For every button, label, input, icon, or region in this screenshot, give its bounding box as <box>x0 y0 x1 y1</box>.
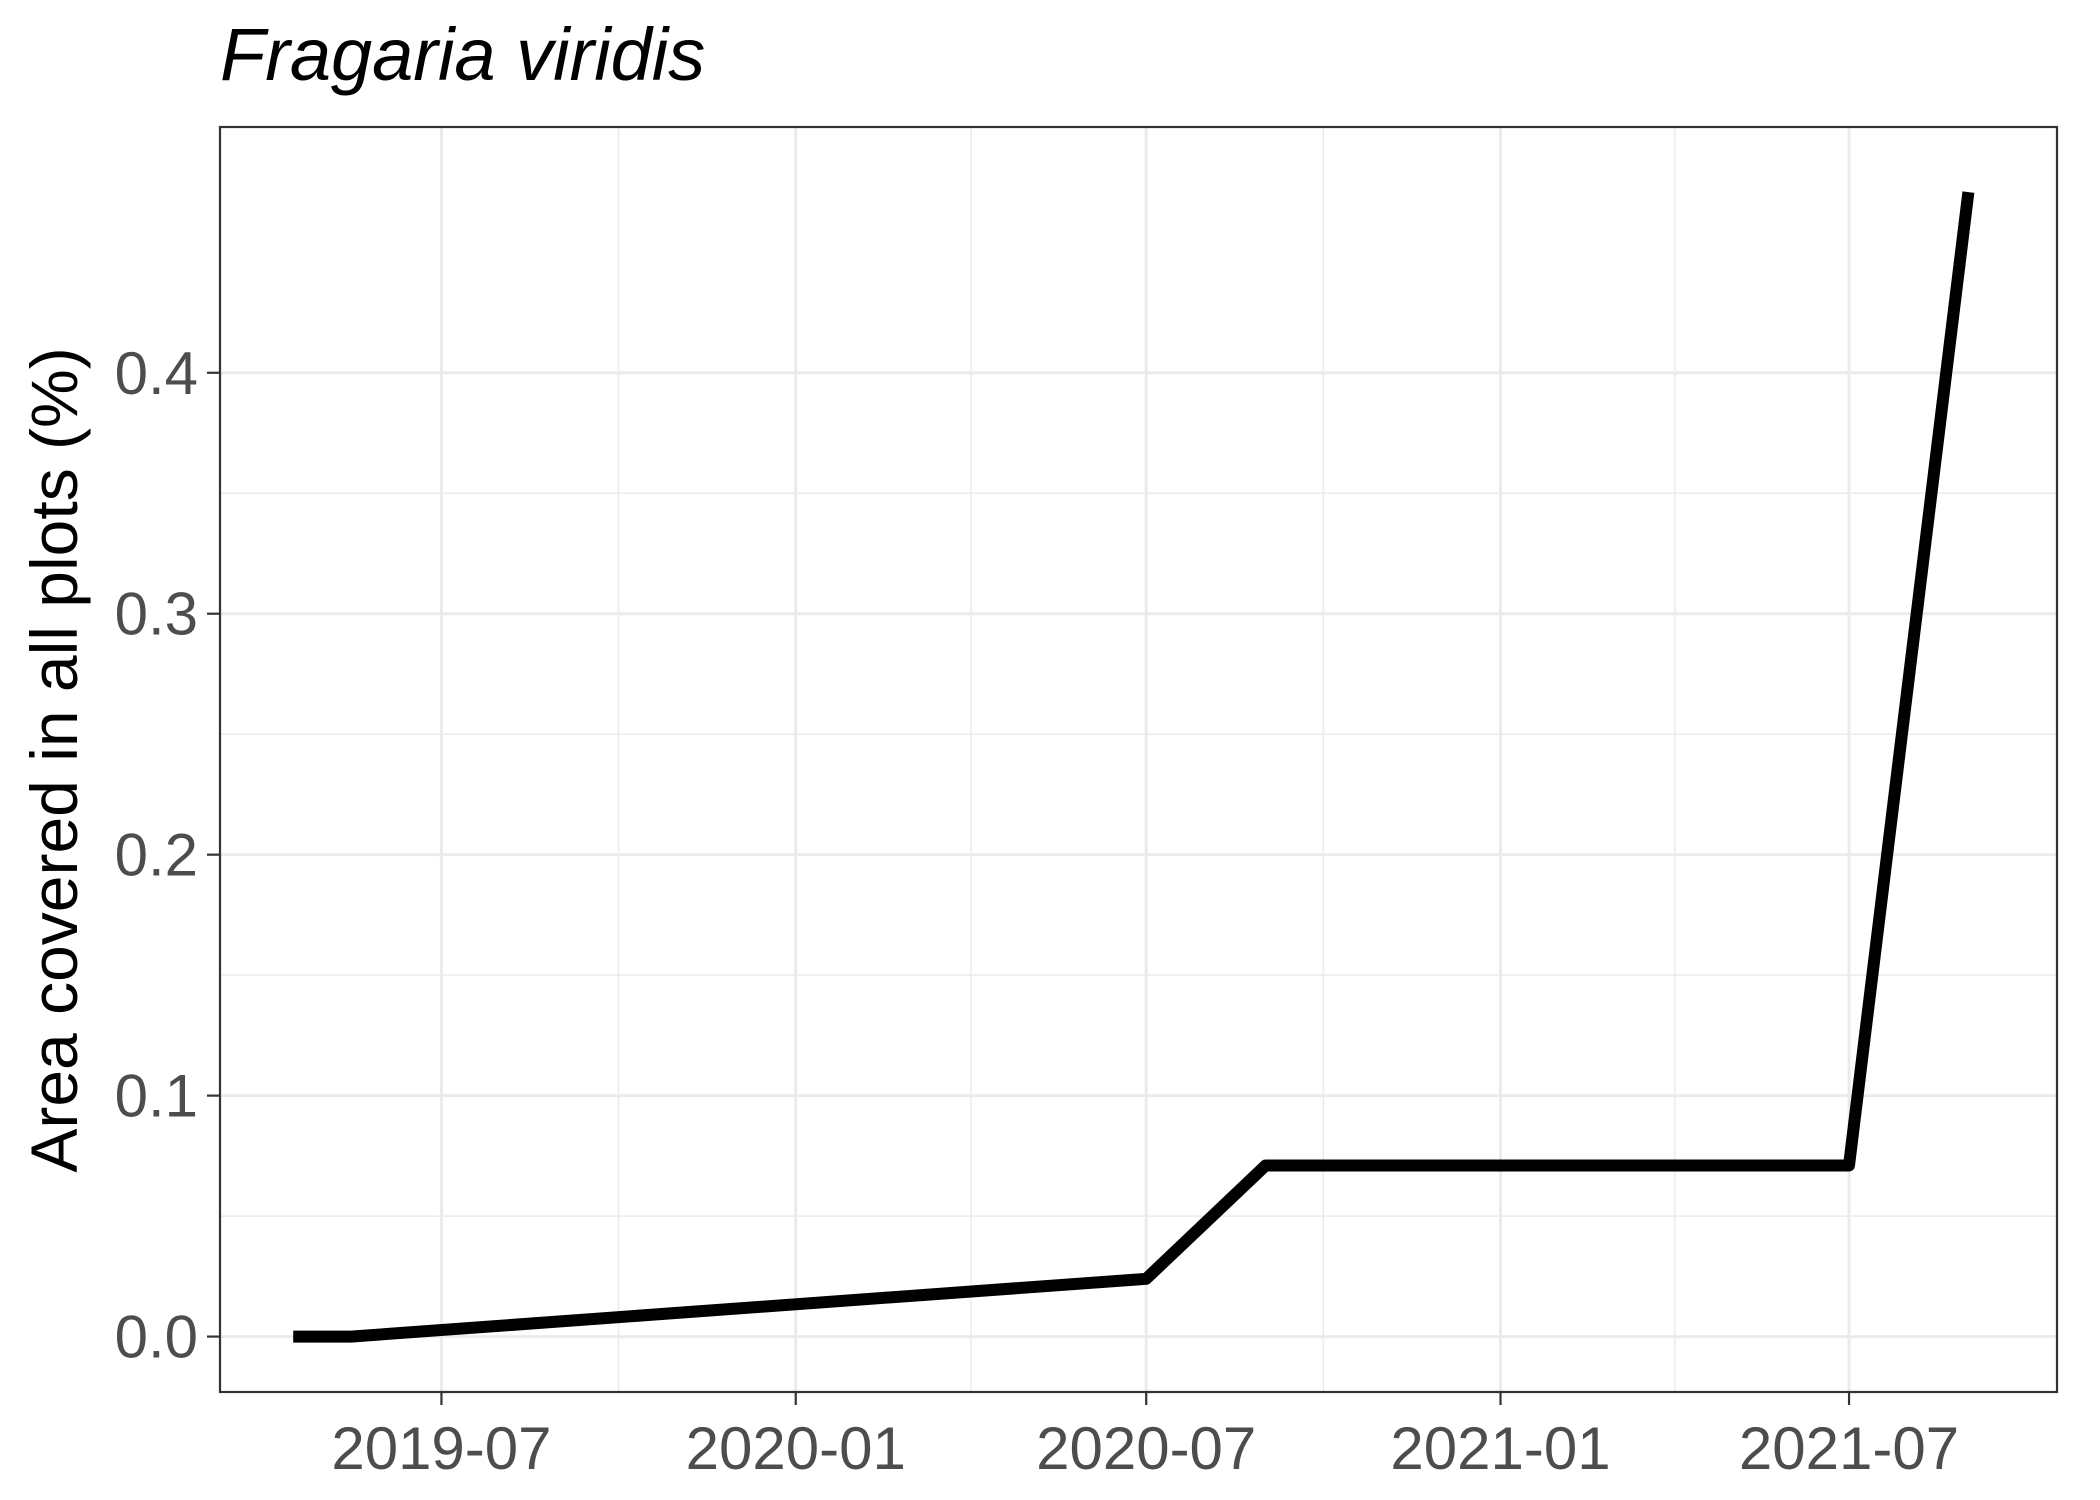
plot-panel-border <box>218 125 2059 1394</box>
y-tick-label: 0.0 <box>115 1304 198 1371</box>
x-tick-label: 2021-01 <box>1390 1415 1610 1482</box>
x-tick-label: 2019-07 <box>331 1415 551 1482</box>
y-tick-label: 0.3 <box>115 581 198 648</box>
y-tick-label: 0.1 <box>115 1063 198 1130</box>
x-tick-label: 2020-07 <box>1036 1415 1256 1482</box>
series-line <box>293 191 1975 1343</box>
y-tick-label: 0.4 <box>115 340 198 407</box>
axis-ticks: 2019-07 2020-01 2020-07 2021-01 2021-07 0.0 0.… <box>115 340 1960 1482</box>
gridlines <box>220 127 2057 1392</box>
x-tick-label: 2021-07 <box>1739 1415 1959 1482</box>
data-line-layer <box>293 191 1975 1343</box>
y-axis-title: Area covered in all plots (%) <box>17 347 91 1172</box>
x-tick-label: 2020-01 <box>686 1415 906 1482</box>
y-tick-label: 0.2 <box>115 822 198 889</box>
chart-title: Fragaria viridis <box>220 13 705 96</box>
